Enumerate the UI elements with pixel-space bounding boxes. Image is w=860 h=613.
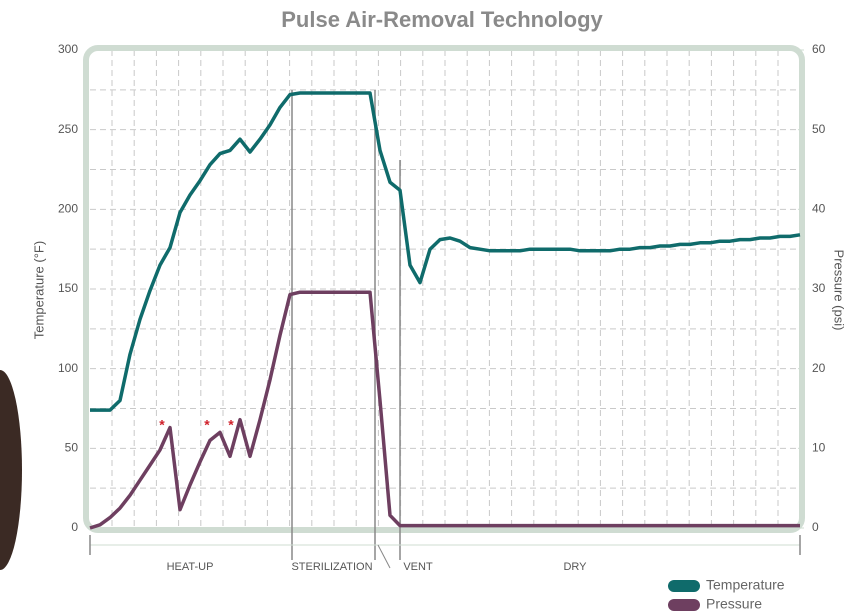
legend-swatch	[668, 580, 700, 592]
y-tick-label: 300	[58, 42, 78, 56]
y-tick-label: 0	[71, 520, 78, 534]
annotation: *	[159, 417, 165, 433]
legend-swatch	[668, 599, 700, 611]
chart-title: Pulse Air-Removal Technology	[281, 7, 603, 32]
chart: Pulse Air-Removal Technology Temperature…	[0, 0, 860, 613]
y2-tick-label: 50	[812, 122, 826, 136]
phase-label: VENT	[403, 561, 433, 573]
legend-label: Temperature	[706, 577, 785, 593]
phase-label: DRY	[563, 561, 587, 573]
phase-separator	[378, 545, 390, 568]
y2-tick-label: 20	[812, 361, 826, 375]
legend-label: Pressure	[706, 596, 762, 612]
y2-tick-label: 40	[812, 202, 826, 216]
grid	[90, 50, 800, 528]
background-object	[0, 370, 22, 570]
phase-label: STERILIZATION	[291, 561, 372, 573]
annotation: *	[228, 417, 234, 433]
y-tick-label: 250	[58, 122, 78, 136]
annotation: *	[204, 417, 210, 433]
y-tick-label: 100	[58, 361, 78, 375]
y2-tick-label: 60	[812, 42, 826, 56]
y2-tick-label: 0	[812, 520, 819, 534]
y2-axis-title: Pressure (psi)	[832, 250, 847, 331]
y2-tick-label: 30	[812, 281, 826, 295]
y2-tick-label: 10	[812, 441, 826, 455]
y-axis-title: Temperature (°F)	[31, 241, 46, 339]
phase-label: HEAT-UP	[167, 561, 214, 573]
y-tick-label: 200	[58, 202, 78, 216]
y-tick-label: 150	[58, 281, 78, 295]
y-tick-label: 50	[65, 441, 79, 455]
